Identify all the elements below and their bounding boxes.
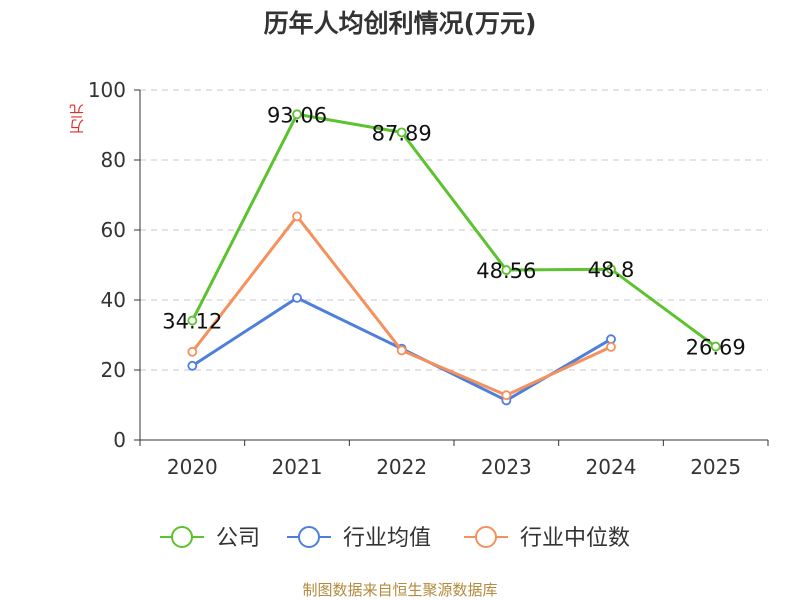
data-point	[501, 265, 512, 275]
data-point	[710, 341, 721, 352]
data-label: 48.8	[588, 258, 635, 282]
legend-item: 公司	[160, 526, 260, 551]
y-tick-label: 80	[101, 148, 126, 172]
legend-marker	[475, 526, 497, 548]
data-point	[396, 345, 407, 356]
data-point	[292, 211, 302, 222]
legend-item: 行业均值	[287, 526, 431, 551]
legend-item: 行业中位数	[464, 526, 630, 551]
legend-label: 行业均值	[343, 526, 431, 551]
chart-title: 历年人均创利情况(万元)	[263, 9, 537, 38]
data-point	[187, 346, 198, 357]
data-point	[187, 315, 198, 326]
legend-label: 公司	[216, 526, 260, 551]
x-tick-label: 2024	[586, 455, 637, 479]
data-point	[606, 341, 616, 352]
series-line	[190, 112, 717, 348]
data-label: 26.69	[686, 336, 746, 360]
y-tick-label: 100	[88, 78, 126, 102]
x-tick-label: 2021	[272, 455, 323, 479]
data-label: 93.06	[267, 103, 327, 127]
legend-marker	[171, 526, 193, 548]
legend-label: 行业中位数	[520, 526, 630, 551]
data-label: 87.89	[372, 121, 432, 145]
data-point	[501, 390, 512, 401]
series-line	[191, 214, 612, 397]
data-label: 34.12	[162, 310, 222, 334]
data-source-note: 制图数据来自恒生聚源数据库	[302, 581, 498, 599]
y-tick-label: 60	[101, 218, 126, 242]
data-point	[292, 109, 302, 120]
x-tick-label: 2020	[167, 455, 218, 479]
y-tick-label: 20	[101, 358, 126, 382]
y-tick-label: 0	[113, 428, 126, 452]
x-tick-label: 2025	[690, 455, 741, 479]
x-tick-label: 2023	[481, 455, 532, 479]
y-tick-label: 40	[101, 288, 126, 312]
data-label: 48.56	[476, 259, 536, 283]
x-tick-label: 2022	[376, 455, 427, 479]
legend-marker	[298, 526, 320, 548]
data-point	[292, 292, 302, 303]
data-point	[606, 264, 616, 275]
data-point	[187, 360, 198, 371]
data-point	[396, 127, 407, 138]
